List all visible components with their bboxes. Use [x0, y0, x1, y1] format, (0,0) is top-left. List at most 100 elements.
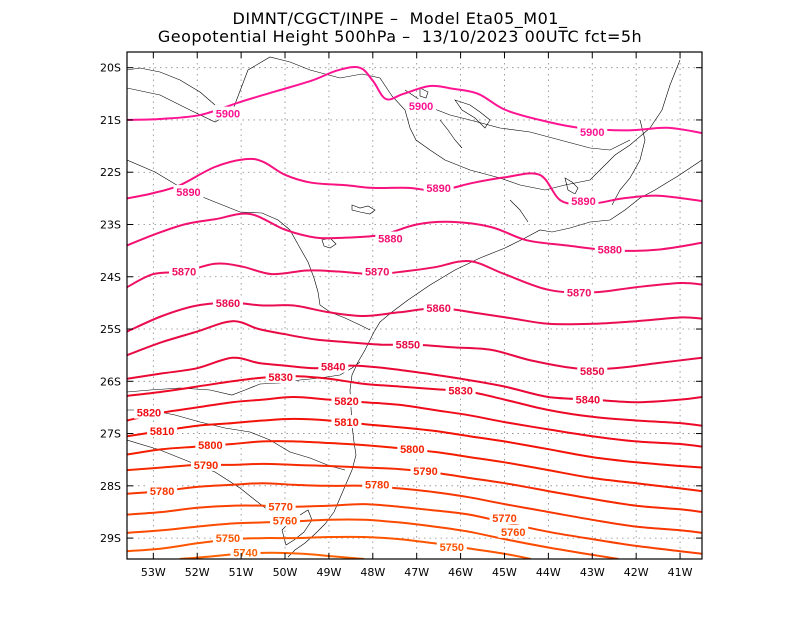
lon-tick-label: 47W [404, 566, 429, 579]
contour-label-bg [498, 524, 529, 538]
contour-5750 [127, 535, 532, 559]
contour-label-bg [577, 363, 608, 377]
contour-label-bg [212, 295, 243, 309]
contour-label-bg [375, 231, 406, 245]
height-contours [127, 66, 702, 559]
contour-label-bg [169, 264, 200, 278]
contour-label-bg [594, 242, 625, 256]
contour-label-5780: 5780 [150, 486, 174, 498]
contour-label-bg [489, 511, 520, 525]
contour-label-5870: 5870 [172, 267, 196, 279]
contour-label-5800: 5800 [198, 440, 222, 452]
border-ms-sp [127, 56, 681, 191]
contour-5830 [127, 375, 702, 427]
contour-label-bg [392, 337, 423, 351]
border-paraguay [127, 67, 216, 106]
map-title-line-1: DIMNT/CGCT/INPE – Model Eta05_M01_ [232, 9, 568, 28]
contour-label-5830: 5830 [448, 386, 472, 398]
contour-5780 [127, 482, 702, 534]
contour-label-bg [195, 438, 226, 452]
contour-label-5870: 5870 [365, 267, 389, 279]
map-title-line-2: Geopotential Height 500hPa – 13/10/2023 … [157, 27, 643, 46]
contour-label-5900: 5900 [409, 101, 433, 113]
lat-tick-label: 25S [100, 323, 121, 336]
contour-label-5880: 5880 [378, 234, 402, 246]
contour-5820 [127, 395, 702, 448]
contour-label-bg [265, 499, 296, 513]
contour-label-5840: 5840 [576, 395, 600, 407]
border-mg-es [611, 119, 646, 206]
contour-label-5850: 5850 [580, 366, 604, 378]
contour-label-bg [410, 464, 441, 478]
contour-label-5750: 5750 [216, 533, 240, 545]
contour-label-bg [191, 457, 222, 471]
lat-tick-label: 26S [100, 375, 121, 388]
contour-label-5890: 5890 [176, 187, 200, 199]
contour-label-5810: 5810 [334, 417, 358, 429]
contour-label-bg [331, 394, 362, 408]
contour-label-bg [270, 513, 301, 527]
contour-label-bg [362, 477, 393, 491]
contour-label-bg [212, 106, 243, 120]
lat-tick-label: 24S [100, 271, 121, 284]
lon-tick-label: 49W [316, 566, 341, 579]
contour-label-bg [577, 124, 608, 138]
reservoir-1 [351, 204, 376, 215]
contour-5770 [127, 503, 702, 555]
lon-tick-label: 46W [448, 566, 473, 579]
contour-label-5880: 5880 [598, 245, 622, 257]
lon-tick-label: 52W [185, 566, 210, 579]
contour-label-bg [568, 193, 599, 207]
lon-tick-label: 41W [668, 566, 693, 579]
contour-label-5860: 5860 [426, 303, 450, 315]
reservoir-3 [454, 99, 491, 129]
lon-tick-label: 53W [141, 566, 166, 579]
contour-label-bg [397, 442, 428, 456]
contour-label-5760: 5760 [273, 515, 297, 527]
contour-label-bg [564, 285, 595, 299]
contour-label-5860: 5860 [216, 298, 240, 310]
contour-label-5790: 5790 [194, 460, 218, 472]
contour-5810 [127, 417, 702, 469]
contour-label-bg [572, 392, 603, 406]
contour-label-5760: 5760 [501, 527, 525, 539]
contour-label-bg [212, 531, 243, 545]
lat-tick-label: 27S [100, 428, 121, 441]
plot-frame [126, 51, 703, 560]
border-sc-rs [127, 409, 346, 471]
contour-label-bg [423, 301, 454, 315]
contour-label-5900: 5900 [580, 127, 604, 139]
lat-tick-label: 28S [100, 480, 121, 493]
lon-tick-label: 44W [536, 566, 561, 579]
contour-label-bg [173, 185, 204, 199]
contour-label-bg [436, 539, 467, 553]
contour-label-bg [318, 359, 349, 373]
contour-label-5870: 5870 [567, 287, 591, 299]
lat-tick-label: 20S [100, 62, 121, 75]
contour-label-5770: 5770 [492, 513, 516, 525]
contour-label-bg [230, 545, 261, 559]
contour-label-bg [445, 383, 476, 397]
river-2 [509, 199, 529, 223]
contour-labels: 5900 5900 5900 5890 5890 5890 5880 5880 5870 5870… [133, 98, 625, 560]
contour-label-bg [147, 484, 178, 498]
lon-tick-label: 48W [360, 566, 385, 579]
contour-label-5820: 5820 [334, 396, 358, 408]
lon-tick-label: 43W [580, 566, 605, 579]
contour-label-bg [362, 264, 393, 278]
lon-tick-label: 45W [492, 566, 517, 579]
contour-label-5840: 5840 [321, 362, 345, 374]
contour-5760 [127, 518, 619, 559]
contour-5740 [179, 551, 365, 559]
contour-label-5890: 5890 [426, 183, 450, 195]
contour-label-bg [265, 370, 296, 384]
contour-label-bg [331, 415, 362, 429]
lon-tick-label: 50W [273, 566, 298, 579]
contour-label-5750: 5750 [440, 542, 464, 554]
latitude-ticks: 20S 21S 22S 23S 24S 25S 26S 27S 28S 29S [100, 62, 702, 545]
border-pr-sc [127, 361, 361, 396]
lat-tick-label: 22S [100, 166, 121, 179]
contour-label-5830: 5830 [268, 372, 292, 384]
contour-label-5790: 5790 [413, 466, 437, 478]
